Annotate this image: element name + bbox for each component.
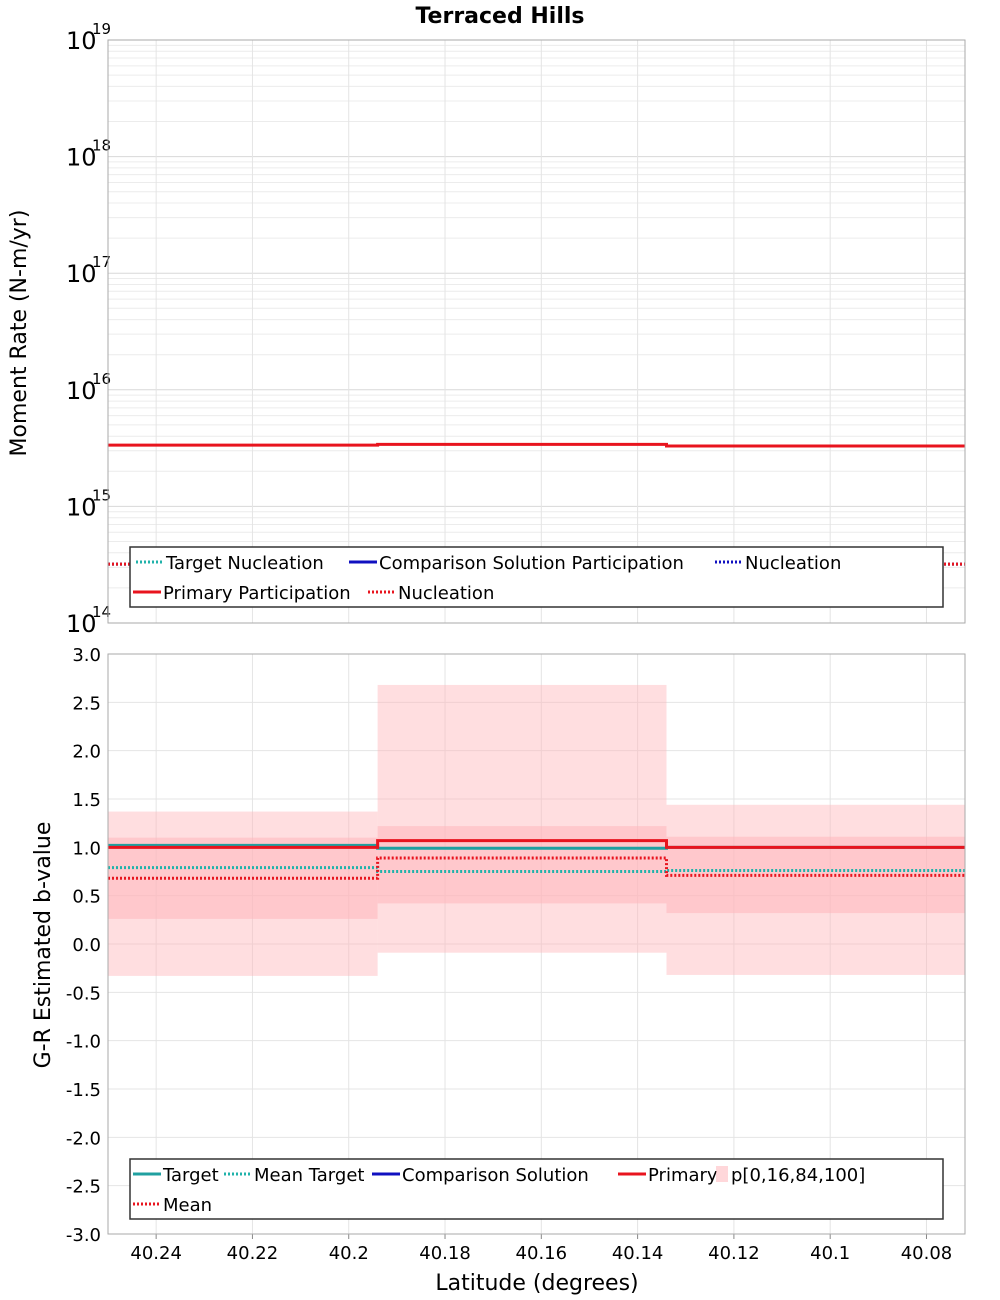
top-legend-label: Target Nucleation <box>165 553 324 574</box>
top-y-tick-base: 10 <box>66 610 97 638</box>
bottom-legend-band-swatch <box>716 1166 728 1182</box>
bottom-legend-label: Target <box>162 1165 219 1186</box>
bottom-plot-border <box>107 653 966 1235</box>
top-y-axis-label: Moment Rate (N-m/yr) <box>7 210 32 457</box>
top-plot-border <box>107 39 966 624</box>
top-y-tick-base: 10 <box>66 260 97 288</box>
bottom-y-axis-label: G-R Estimated b-value <box>31 822 56 1069</box>
top-series-primary-participation <box>108 442 965 448</box>
band-p0-p100 <box>377 684 667 953</box>
bottom-y-tick-label: 0.0 <box>72 935 101 956</box>
bottom-series-mean-target <box>108 866 965 873</box>
top-y-tick-base: 10 <box>66 27 97 55</box>
top-y-tick-base: 10 <box>66 144 97 172</box>
bottom-y-tick-label: 2.5 <box>72 693 101 714</box>
x-tick-label: 40.12 <box>708 1243 760 1264</box>
top-y-tick-exponent: 17 <box>92 253 111 271</box>
bottom-legend-label: Mean Target <box>254 1165 364 1186</box>
bottom-legend-label: p[0,16,84,100] <box>731 1165 865 1186</box>
x-tick-label: 40.16 <box>516 1243 568 1264</box>
x-tick-label: 40.08 <box>901 1243 953 1264</box>
top-y-tick-base: 10 <box>66 377 97 405</box>
top-legend-label: Comparison Solution Participation <box>379 553 684 574</box>
bottom-y-tick-label: 2.0 <box>72 742 101 763</box>
x-tick-label: 40.18 <box>419 1243 471 1264</box>
bottom-legend-box <box>129 1158 944 1220</box>
bottom-y-tick-label: -2.0 <box>66 1128 101 1149</box>
bottom-y-tick-label: 1.0 <box>72 838 101 859</box>
bottom-y-tick-label: -3.0 <box>66 1225 101 1246</box>
bottom-y-tick-label: 0.5 <box>72 887 101 908</box>
x-tick-label: 40.24 <box>130 1243 182 1264</box>
bottom-y-tick-label: 1.5 <box>72 790 101 811</box>
band-p16-p84 <box>377 826 667 904</box>
top-y-tick-exponent: 15 <box>92 486 111 504</box>
chart-title: Terraced Hills <box>415 4 584 29</box>
x-tick-label: 40.14 <box>612 1243 664 1264</box>
top-plot-area <box>108 40 965 623</box>
top-legend-label: Primary Participation <box>163 583 351 604</box>
b-value-panel: 3.0 2.5 2.0 1.5 1.0 0.5 0.0 -0.5 -1.0 -1.5 -2.0 -2.… <box>66 645 966 1264</box>
top-legend-label: Nucleation <box>745 553 841 574</box>
bottom-series-mean <box>108 856 965 880</box>
top-legend: Target Nucleation Comparison Solution Par… <box>129 546 944 608</box>
bottom-legend-label: Primary <box>648 1165 718 1186</box>
top-y-tick-exponent: 18 <box>92 137 111 155</box>
bottom-legend-label: Mean <box>163 1195 212 1216</box>
bottom-y-tick-label: -0.5 <box>66 983 101 1004</box>
top-y-tick-base: 10 <box>66 493 97 521</box>
bottom-series-primary <box>108 839 965 849</box>
bottom-legend: Target Mean Target Comparison Solution Prim… <box>129 1158 944 1220</box>
x-tick-label: 40.2 <box>329 1243 369 1264</box>
bottom-legend-label: Comparison Solution <box>402 1165 589 1186</box>
x-tick-label: 40.22 <box>227 1243 279 1264</box>
bottom-y-tick-label: -1.5 <box>66 1080 101 1101</box>
top-legend-box <box>129 546 944 608</box>
top-y-tick-exponent: 14 <box>92 603 111 621</box>
bottom-y-tick-label: 3.0 <box>72 645 101 666</box>
top-y-tick-exponent: 16 <box>92 370 111 388</box>
bottom-y-tick-label: -1.0 <box>66 1032 101 1053</box>
top-y-tick-exponent: 19 <box>92 20 111 38</box>
x-axis-label: Latitude (degrees) <box>435 1271 638 1296</box>
x-tick-label: 40.1 <box>810 1243 850 1264</box>
top-legend-label: Nucleation <box>398 583 494 604</box>
bottom-y-tick-label: -2.5 <box>66 1177 101 1198</box>
